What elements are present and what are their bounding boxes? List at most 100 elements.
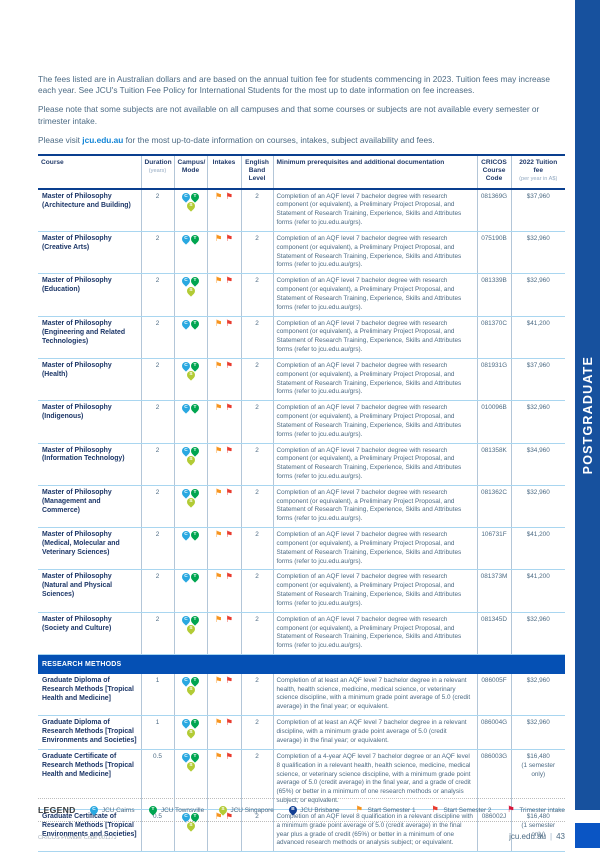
course-table-body: Master of Philosophy (Architecture and B… [38,188,565,852]
campus-pin-icon-jcu-townsville: T [189,444,201,457]
legend-item-label: JCU Townsville [160,806,205,814]
campus-pin-icon-jcu-townsville: T [147,804,160,816]
intake-flag-icon-start-semester-1: ⚑ [214,530,223,541]
tuition-fee-cell: $32,960 [510,485,565,529]
prerequisites-cell: Completion of an AQF level 7 bachelor de… [272,231,477,275]
english-band-cell: 2 [240,316,273,359]
intro-visit-prefix: Please visit [38,134,83,145]
prerequisites-cell: Completion of an AQF level 7 bachelor de… [272,316,477,359]
campus-pin-icon-jcu-singapore: S [184,684,197,696]
section-header-label: RESEARCH METHODS [38,654,565,674]
duration-cell: 2 [140,527,174,571]
intake-flag-icon-start-semester-1: ⚑ [214,751,223,762]
cricos-code-cell: 010096B [476,400,511,444]
campus-pin-icon-jcu-singapore: S [184,200,197,212]
intake-flag-icon-start-semester-1: ⚑ [214,614,223,625]
tuition-fee-cell: $41,200 [510,316,565,359]
prerequisites-cell: Completion of an AQF level 7 bachelor de… [272,188,477,232]
table-row: Master of Philosophy (Creative Arts) 2 C T ⚑… [38,231,565,275]
cricos-code-cell: 081373M [476,569,511,613]
course-cell: Graduate Certificate of Research Methods… [38,749,141,810]
tuition-fee-note: (1 semester only) [521,761,556,778]
tuition-fee-cell: $32,960 [510,231,565,275]
course-cell: Master of Philosophy (Creative Arts) [38,231,141,275]
campus-pin-icon-jcu-cairns: C [88,804,101,816]
postgraduate-side-tab: POSTGRADUATE [575,0,600,810]
legend-title: LEGEND [38,805,76,815]
legend-item-trimester-intake: ⚑ Trimester intake [506,806,565,815]
intake-flag-icon-start-semester-1: ⚑ [355,804,364,815]
campus-pin-icon-jcu-singapore: S [184,496,197,509]
intake-flag-icon-start-semester-2: ⚑ [225,191,234,202]
table-row: Master of Philosophy (Management and Com… [38,485,565,529]
corner-accent-block [575,823,600,848]
cricos-code-cell: 086003G [476,749,511,810]
table-row: Master of Philosophy (Information Techno… [38,443,565,486]
intakes-cell: ⚑ ⚑ [206,715,241,750]
tuition-fee-cell: $37,960 [510,358,565,402]
tuition-fee-cell: $34,960 [510,443,565,486]
table-row: Graduate Certificate of Research Methods… [38,809,565,852]
table-row: Master of Philosophy (Education) 2 C T S ⚑ ⚑ 2 C… [38,273,565,317]
intake-flag-icon-start-semester-2: ⚑ [225,718,234,729]
duration-cell: 0.5 [140,749,174,810]
tuition-fee-cell: $16,480 (1 semester only) [510,749,565,810]
cricos-code-cell: 081369G [476,188,511,232]
tuition-fee-cell: $41,200 [510,527,565,571]
cricos-provider-code: CRICOS Provider Code 00117J [38,835,117,841]
campus-pin-icon-jcu-singapore: S [217,804,229,816]
cricos-code-cell: 081370C [476,316,511,359]
intake-flag-icon-start-semester-1: ⚑ [214,191,223,202]
legend-item-label: JCU Singapore [230,806,274,814]
prerequisites-cell: Completion of an AQF level 7 bachelor de… [272,612,477,656]
english-band-cell: 2 [240,715,273,750]
legend-item-label: JCU Cairns [101,806,135,814]
legend-item-jcu-townsville: T JCU Townsville [147,804,205,816]
cricos-code-cell: 081931G [476,358,511,402]
english-band-cell: 2 [240,485,273,529]
campus-pin-icon-jcu-singapore: S [184,285,197,297]
english-band-cell: 2 [240,612,273,656]
column-header-subtext: (years) [148,168,167,175]
intakes-cell: ⚑ ⚑ [206,231,241,275]
intake-flag-icon-start-semester-1: ⚑ [214,675,223,686]
cricos-code-cell: 106731F [476,527,511,571]
prerequisites-cell: Completion of an AQF level 7 bachelor de… [272,273,477,317]
section-header-row: RESEARCH METHODS [38,654,565,674]
intake-flag-icon-start-semester-1: ⚑ [214,811,223,822]
english-band-cell: 2 [240,569,273,613]
intro-section: The fees listed are in Australian dollar… [38,0,565,146]
english-band-cell: 2 [240,231,273,275]
column-header-0: Course [38,153,141,190]
campus-pin-icon-jcu-singapore: S [184,820,197,833]
table-row: Master of Philosophy (Indigenous) 2 C T ⚑ ⚑ 2 C… [38,400,565,444]
intake-flag-icon-start-semester-1: ⚑ [214,403,223,414]
column-header-6: CRICOS Course Code [476,153,511,190]
duration-cell: 2 [140,443,174,486]
intake-flag-icon-start-semester-2: ⚑ [225,445,234,456]
table-row: Graduate Diploma of Research Methods [Tr… [38,715,565,750]
tuition-fee-cell: $32,960 [510,715,565,750]
intakes-cell: ⚑ ⚑ [206,749,241,810]
english-band-cell: 2 [240,188,273,232]
campus-pin-icon-jcu-singapore: S [184,726,197,739]
legend-item-start-semester-2: ⚑ Start Semester 2 [430,806,491,815]
jcu-website-link[interactable]: jcu.edu.au [82,134,124,145]
cricos-code-cell: 081339B [476,273,511,317]
intake-flag-icon-start-semester-1: ⚑ [214,360,223,371]
table-row: Master of Philosophy (Society and Cultur… [38,612,565,656]
tuition-fee-cell: $32,960 [510,612,565,656]
course-cell: Master of Philosophy (Engineering and Re… [38,316,141,359]
campus-pin-icon-jcu-brisbane: B [287,804,299,816]
duration-cell: 1 [140,715,174,750]
tuition-fee-cell: $32,960 [510,673,565,717]
legend-item-start-semester-1: ⚑ Start Semester 1 [354,804,415,815]
intro-visit-suffix: for the most up-to-date information on c… [123,134,435,145]
campus-pin-icon-jcu-singapore: S [184,760,197,773]
intakes-cell: ⚑ ⚑ [206,612,241,656]
intakes-cell: ⚑ ⚑ [206,527,241,571]
